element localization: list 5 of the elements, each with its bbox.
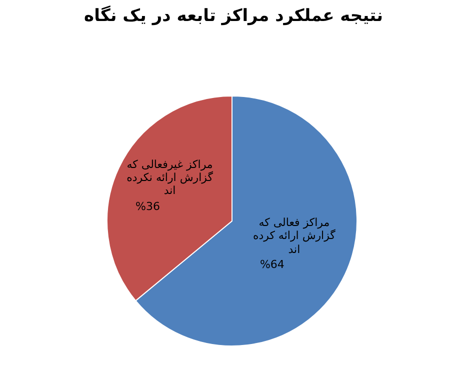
data-label: %36 [134,200,161,213]
chart-title: نتیجه عملکرد مراکز تابعه در یک نگاه [83,6,384,26]
slice-label: مراکز فعالی که گزارش ارائه کرده اند [252,216,336,256]
data-label: %64 [258,258,286,272]
slice-label: مراکز غیرفعالی که گزارش ارائه نکرده اند [126,158,214,198]
